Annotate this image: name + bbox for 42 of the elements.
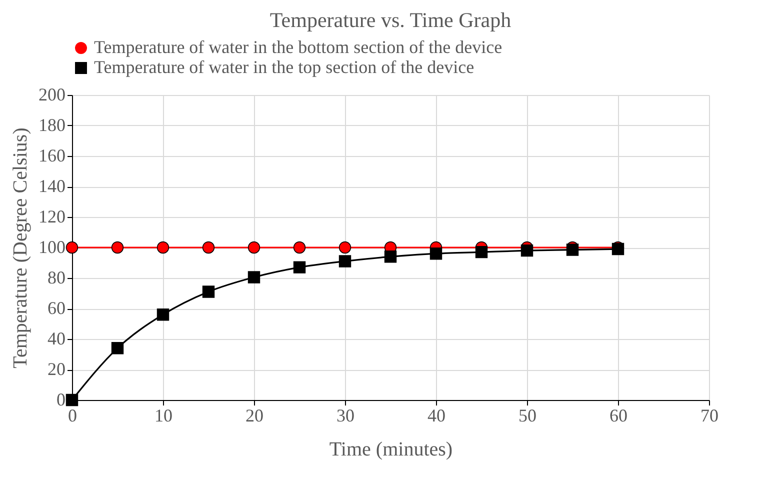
point bbox=[111, 241, 124, 254]
x-tick-label: 50 bbox=[518, 406, 536, 426]
point bbox=[202, 286, 215, 298]
point bbox=[430, 248, 442, 260]
x-tick-label: 30 bbox=[336, 406, 354, 426]
point bbox=[248, 271, 260, 284]
point bbox=[384, 250, 397, 263]
x-tick-label: 10 bbox=[154, 406, 172, 426]
point bbox=[293, 261, 306, 274]
point bbox=[566, 244, 579, 256]
point bbox=[66, 394, 78, 406]
point bbox=[338, 241, 352, 254]
point bbox=[156, 308, 170, 321]
legend-label: Temperature of water in the top section of the device bbox=[94, 57, 474, 77]
point bbox=[202, 241, 215, 254]
x-tick-label: 40 bbox=[428, 406, 446, 426]
point bbox=[338, 255, 352, 268]
y-tick-label: 20 bbox=[48, 359, 66, 379]
point bbox=[520, 244, 534, 257]
y-tick-label: 100 bbox=[38, 237, 66, 257]
y-axis-title: Temperature (Degree Celsius) bbox=[10, 128, 32, 368]
point bbox=[156, 241, 170, 254]
y-tick-label: 0 bbox=[56, 390, 66, 410]
y-tick-label: 180 bbox=[38, 115, 66, 135]
point bbox=[111, 342, 124, 354]
point bbox=[293, 241, 306, 254]
x-axis-title: Time (minutes) bbox=[329, 438, 453, 460]
point bbox=[66, 241, 78, 254]
chart-title: Temperature vs. Time Graph bbox=[270, 8, 512, 32]
y-tick-label: 160 bbox=[38, 146, 66, 166]
x-tick-label: 60 bbox=[610, 406, 628, 426]
y-tick-label: 200 bbox=[38, 84, 66, 104]
y-tick-label: 80 bbox=[48, 268, 66, 288]
point bbox=[248, 241, 260, 254]
y-tick-label: 40 bbox=[48, 328, 66, 348]
x-tick-label: 70 bbox=[700, 406, 718, 426]
legend-label: Temperature of water in the bottom section of the device bbox=[94, 37, 502, 57]
point bbox=[475, 246, 488, 258]
x-tick-label: 20 bbox=[246, 406, 264, 426]
y-tick-label: 60 bbox=[48, 298, 66, 318]
y-tick-label: 140 bbox=[38, 176, 66, 196]
y-tick-label: 120 bbox=[38, 206, 66, 226]
